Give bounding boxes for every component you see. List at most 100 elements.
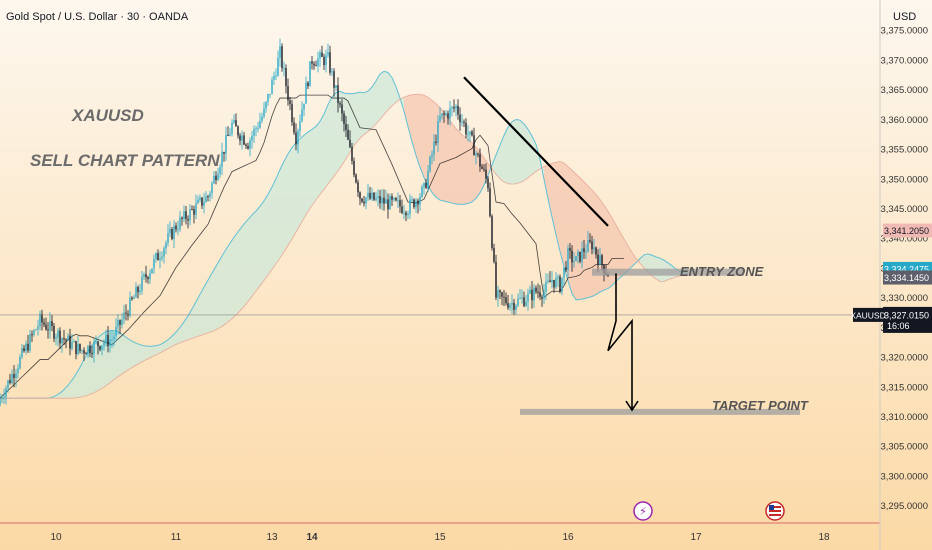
cloud-segment [212,266,216,332]
us-flag-event-icon[interactable] [765,501,785,521]
candle [267,94,269,102]
candle [239,135,241,141]
cloud-segment [104,331,108,388]
candle [65,339,67,341]
candle [489,188,491,217]
candle [463,121,465,123]
candle [399,200,401,207]
candle [243,135,245,145]
x-tick-label: 14 [306,532,318,543]
candle [385,199,387,204]
cloud-segment [616,225,620,282]
candle [533,287,535,301]
candle [501,292,503,297]
candle [5,387,7,397]
y-tick-label: 3,295.0000 [880,501,928,512]
candle [29,334,31,351]
candle [579,251,581,262]
candle [575,256,577,262]
cloud-segment [196,294,200,338]
candle [69,335,71,349]
cloud-segment [160,342,164,353]
candle [325,55,327,66]
candle [433,141,435,155]
candle [27,343,29,351]
cloud-segment [368,87,372,132]
candle [183,211,185,219]
candle [563,267,565,278]
candle [355,174,357,183]
candle [431,154,433,157]
cloud-segment [352,93,356,149]
cloud-segment [608,211,612,289]
candle [121,319,123,325]
candle [427,171,429,188]
candle [361,198,363,202]
cloud-segment [452,123,456,205]
candle [119,320,121,325]
candle [437,121,439,143]
projection-arrowhead [625,400,639,412]
candle [111,339,113,341]
candle [537,291,539,293]
cloud-segment [328,97,332,185]
candle [171,228,173,239]
candle [319,52,321,59]
cloud-segment [60,389,64,399]
currency-label[interactable]: USD [893,11,917,23]
candle [523,297,525,306]
candle [511,302,513,305]
cloud-segment [568,166,572,294]
candle [9,380,11,383]
candle [477,153,479,155]
candle [149,273,151,280]
candle [565,267,567,270]
cloud-segment [576,174,580,300]
candle [0,398,1,406]
candle [23,348,25,352]
cloud-segment [480,152,484,193]
candle [77,344,79,355]
candle [531,289,533,301]
cloud-segment [80,359,84,398]
plot-area[interactable] [0,38,880,415]
symbol-tag [853,307,884,322]
candle [75,341,77,355]
target-zone-box [520,408,800,415]
candle [209,193,211,197]
cloud-segment [440,107,444,202]
cloud-segment [412,94,416,156]
candle [189,209,191,221]
cloud-segment [224,246,228,326]
cloud-segment [192,301,196,339]
cloud-segment [516,119,520,184]
lightning-event-icon[interactable]: ⚡ [633,501,653,521]
candle [113,336,115,340]
candle [137,287,139,293]
candle [593,247,595,250]
cloud-segment [444,112,448,203]
candle [273,75,275,80]
cloud-segment [296,138,300,233]
candle [363,201,365,204]
cloud-segment [228,240,232,323]
candle [503,296,505,298]
candle [89,345,91,353]
cloud-segment [456,128,460,205]
candle [79,344,81,351]
candle [289,100,291,105]
candle [31,334,33,336]
cloud-segment [460,132,464,205]
candle [213,175,215,184]
candle [259,120,261,128]
candle [159,258,161,261]
candle [157,253,159,261]
candle [551,279,553,283]
time-axis[interactable]: 10 11 13 14 15 16 17 18 [50,532,830,543]
candle [517,298,519,306]
candle [513,302,515,310]
candle [19,356,21,369]
candle [1,398,3,400]
candle [145,274,147,278]
